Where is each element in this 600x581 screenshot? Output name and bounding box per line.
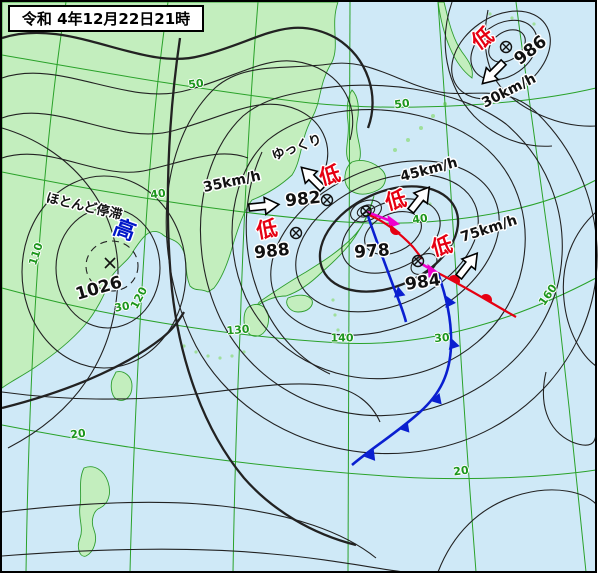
grid-label-50n-west: 50	[187, 76, 205, 92]
high-inner-dashed-ring	[85, 240, 139, 292]
land-masses	[1, 1, 536, 557]
pressure-centre-symbols	[104, 40, 513, 269]
pressure-978: 978	[353, 240, 391, 263]
grid-label-140e: 140	[330, 331, 354, 345]
cold-front-978	[366, 215, 408, 323]
grid-label-130e: 130	[225, 322, 251, 338]
arrow-988-east	[247, 196, 281, 216]
fronts	[351, 210, 517, 466]
pressure-988: 988	[253, 239, 291, 264]
arrow-978-northeast	[406, 185, 431, 215]
low-center-symbol-984	[411, 254, 425, 268]
cold-front-984	[351, 272, 460, 466]
low-label-988: 低	[254, 215, 280, 244]
grid-label-20n-west: 20	[69, 426, 87, 442]
movement-arrows	[247, 58, 508, 281]
low-center-symbol-978	[360, 205, 372, 217]
meridian-120e	[129, 1, 169, 573]
meridian-130e	[232, 1, 259, 573]
low-center-symbol-986	[499, 40, 513, 54]
arrow-984-northeast	[454, 251, 479, 281]
land-philippines	[77, 466, 111, 557]
arrow-986-southwest	[481, 58, 508, 85]
parallel-50n	[1, 54, 597, 108]
isobars	[1, 1, 598, 573]
grid-label-20n-east: 20	[452, 463, 470, 479]
meridian-110e	[25, 1, 67, 573]
pressure-982: 982	[284, 187, 322, 212]
land-hokkaido	[344, 159, 386, 195]
parallel-30n	[1, 277, 597, 345]
low-center-symbol-982	[320, 193, 334, 207]
parallel-20n	[1, 424, 597, 480]
parallel-40n	[1, 171, 597, 224]
chart-title: 令和 4年12月22日21時	[8, 5, 204, 32]
grid-label-30n-east: 30	[433, 330, 451, 346]
low-center-symbol-988	[289, 226, 303, 240]
meridian-140e	[347, 1, 351, 573]
land-shikoku	[286, 294, 313, 313]
meridian-160e	[515, 1, 587, 573]
arrow-982-northwest	[300, 166, 327, 193]
pressure-984: 984	[403, 270, 442, 295]
small-islands	[182, 12, 536, 360]
warm-front-984	[437, 272, 517, 318]
land-asia	[1, 1, 339, 389]
high-center-symbol	[104, 257, 116, 269]
grid-label-40n-west: 40	[149, 186, 167, 202]
grid-label-50n-east: 50	[393, 96, 411, 112]
grid-label-40n-east: 40	[411, 211, 429, 227]
graticule	[1, 1, 597, 573]
land-taiwan	[110, 371, 133, 401]
